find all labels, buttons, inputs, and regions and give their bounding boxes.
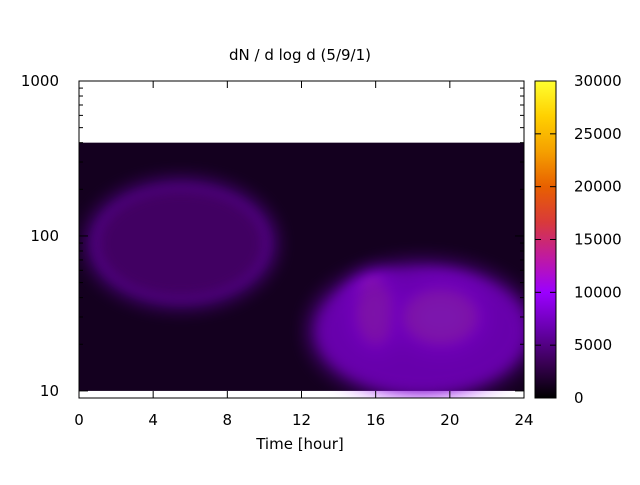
- x-tick-label: 0: [74, 411, 84, 429]
- plot-area: [79, 81, 524, 398]
- x-tick-label: 4: [148, 411, 158, 429]
- colorbar-tick-label: 20000: [574, 178, 622, 196]
- x-axis: 0 4 8 12 16 20 24: [74, 81, 534, 429]
- y-tick-label: 10: [40, 382, 59, 400]
- colorbar-tick-label: 30000: [574, 72, 622, 90]
- colorbar-tick-label: 10000: [574, 283, 622, 301]
- colorbar-axis: 0 5000 10000 15000 20000 25000 30000: [535, 72, 622, 407]
- heat-evening-tail: [320, 270, 524, 391]
- y-tick-label: 100: [30, 227, 59, 245]
- heat-layer: [79, 142, 524, 398]
- x-tick-label: 8: [223, 411, 233, 429]
- chart-title: dN / d log d (5/9/1): [229, 46, 371, 64]
- y-axis: 10 100 1000: [21, 72, 524, 400]
- colorbar-tick-label: 25000: [574, 125, 622, 143]
- x-tick-label: 12: [292, 411, 311, 429]
- heat-morning-mode: [97, 189, 265, 298]
- x-tick-label: 16: [366, 411, 385, 429]
- y-tick-label: 1000: [21, 72, 59, 90]
- x-tick-label: 24: [514, 411, 533, 429]
- colorbar-tick-label: 5000: [574, 336, 612, 354]
- x-axis-label: Time [hour]: [255, 435, 344, 453]
- x-tick-label: 20: [440, 411, 459, 429]
- colorbar-tick-label: 15000: [574, 231, 622, 249]
- colorbar-tick-label: 0: [574, 389, 584, 407]
